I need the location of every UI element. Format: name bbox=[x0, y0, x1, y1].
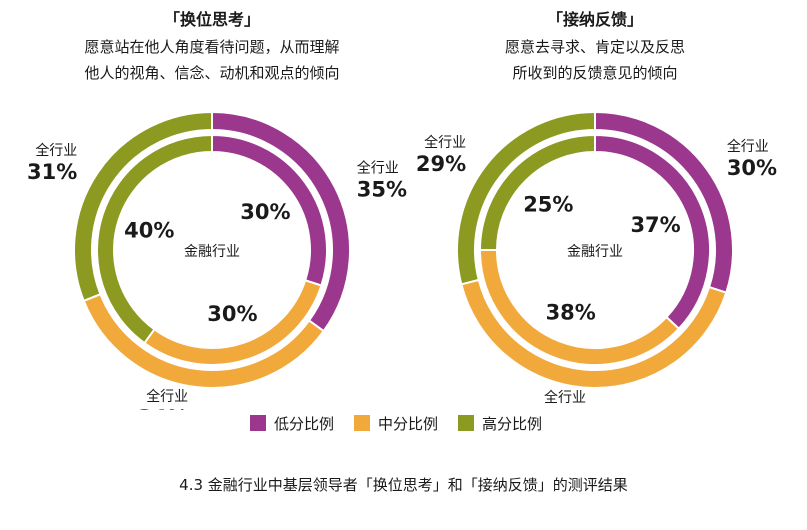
legend-label-mid: 中分比例 bbox=[378, 414, 439, 433]
center-label: 金融行业 bbox=[184, 244, 240, 260]
outer-value-label-low: 35% bbox=[357, 177, 407, 201]
inner-value-label-high: 25% bbox=[523, 192, 573, 216]
inner-slice-high bbox=[96, 133, 213, 345]
chart-subtitle: 愿意去寻求、肯定以及反思 所收到的反馈意见的倾向 bbox=[504, 38, 685, 82]
outer-value-label-mid: 34% bbox=[138, 406, 188, 410]
outer-value-label-high: 29% bbox=[416, 152, 466, 176]
chart-title: 「接纳反馈」 bbox=[546, 10, 643, 29]
outer-ring-label-low: 全行业 bbox=[357, 159, 399, 176]
chart-perspective-taking: 「换位思考」 愿意站在他人角度看待问题，从而理解 他人的视角、信念、动机和观点的… bbox=[12, 0, 412, 410]
outer-slice-high bbox=[456, 110, 596, 286]
inner-value-label-low: 30% bbox=[240, 200, 290, 224]
chart-feedback-acceptance: 「接纳反馈」 愿意去寻求、肯定以及反思 所收到的反馈意见的倾向 37% 38% 25… bbox=[395, 0, 795, 410]
chart-subtitle: 愿意站在他人角度看待问题，从而理解 他人的视角、信念、动机和观点的倾向 bbox=[84, 38, 340, 82]
outer-value-label-low: 30% bbox=[727, 156, 777, 180]
outer-value-label-mid: 41% bbox=[536, 407, 586, 410]
inner-slice-high bbox=[478, 133, 596, 251]
legend: 低分比例 中分比例 高分比例 bbox=[250, 408, 542, 438]
outer-slice-high bbox=[73, 110, 213, 303]
outer-ring-label-high: 全行业 bbox=[35, 142, 77, 159]
legend-item-mid: 中分比例 bbox=[354, 413, 438, 434]
outer-ring-label-mid: 全行业 bbox=[146, 388, 188, 405]
chart-title: 「换位思考」 bbox=[163, 10, 260, 29]
legend-item-high: 高分比例 bbox=[458, 413, 542, 434]
outer-value-label-high: 31% bbox=[27, 160, 77, 184]
outer-ring-label-high: 全行业 bbox=[424, 134, 466, 151]
center-label: 金融行业 bbox=[567, 244, 623, 260]
legend-label-low: 低分比例 bbox=[274, 414, 335, 433]
inner-value-label-high: 40% bbox=[124, 219, 174, 243]
inner-value-label-mid: 30% bbox=[207, 302, 257, 326]
legend-swatch-high bbox=[458, 415, 475, 431]
inner-value-label-mid: 38% bbox=[546, 300, 596, 324]
figure-caption: 4.3 金融行业中基层领导者「换位思考」和「接纳反馈」的测评结果 bbox=[179, 476, 628, 494]
inner-value-label-low: 37% bbox=[630, 213, 680, 237]
legend-label-high: 高分比例 bbox=[482, 414, 543, 433]
outer-ring-label-low: 全行业 bbox=[727, 138, 769, 155]
outer-ring-label-mid: 全行业 bbox=[544, 389, 586, 406]
legend-item-low: 低分比例 bbox=[250, 413, 334, 434]
legend-swatch-mid bbox=[354, 415, 371, 431]
legend-swatch-low bbox=[250, 415, 266, 431]
